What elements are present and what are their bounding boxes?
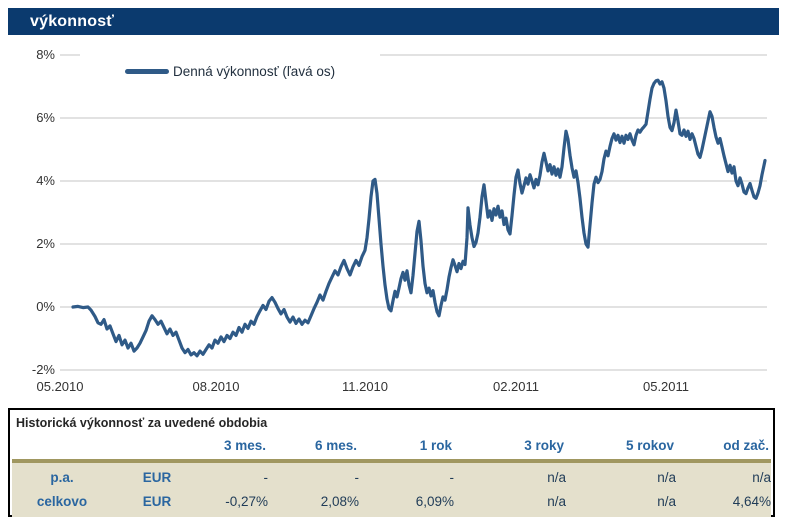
col-header-1rok: 1 rok [419, 437, 452, 453]
table-header-row: 3 mes. 6 mes. 1 rok 3 roky 5 rokov od za… [10, 432, 773, 458]
cell-value: n/a [547, 493, 566, 509]
row-currency: EUR [142, 493, 172, 509]
row-label: celkovo [36, 493, 88, 509]
cell-value: n/a [752, 469, 771, 485]
cell-value: - [263, 469, 269, 485]
row-label: p.a. [50, 469, 74, 485]
legend-line-sample-icon [125, 68, 169, 74]
row-currency: EUR [142, 469, 172, 485]
section-title-bar: výkonnosť [8, 8, 779, 35]
table-row-celkovo: celkovo EUR -0,27% 2,08% 6,09% n/a n/a 4… [12, 489, 771, 513]
cell-value: -0,27% [225, 493, 268, 509]
col-header-odzac: od zač. [723, 437, 769, 453]
cell-value: n/a [547, 469, 566, 485]
page-title: výkonnosť [30, 12, 115, 30]
cell-value: 4,64% [732, 493, 771, 509]
table-row-pa: p.a. EUR - - - n/a n/a n/a [12, 465, 771, 489]
col-header-3mes: 3 mes. [223, 437, 266, 453]
cell-value: 2,08% [320, 493, 359, 509]
col-header-6mes: 6 mes. [314, 437, 357, 453]
cell-value: n/a [657, 493, 676, 509]
series-line [71, 78, 767, 358]
table-separator-bar [12, 459, 771, 463]
table-title: Historická výkonnosť za uvedené obdobia [16, 416, 268, 430]
cell-value: 6,09% [415, 493, 454, 509]
cell-value: - [354, 469, 360, 485]
historical-performance-table: Historická výkonnosť za uvedené obdobia … [8, 408, 775, 517]
col-header-5rokov: 5 rokov [625, 437, 674, 453]
cell-value: n/a [657, 469, 676, 485]
col-header-3roky: 3 roky [524, 437, 564, 453]
legend-label: Denná výkonnosť (ľavá os) [173, 63, 336, 79]
table-body: p.a. EUR - - - n/a n/a n/a celkovo EUR -… [12, 463, 771, 517]
cell-value: - [449, 469, 455, 485]
chart-legend: Denná výkonnosť (ľavá os) [80, 54, 380, 88]
